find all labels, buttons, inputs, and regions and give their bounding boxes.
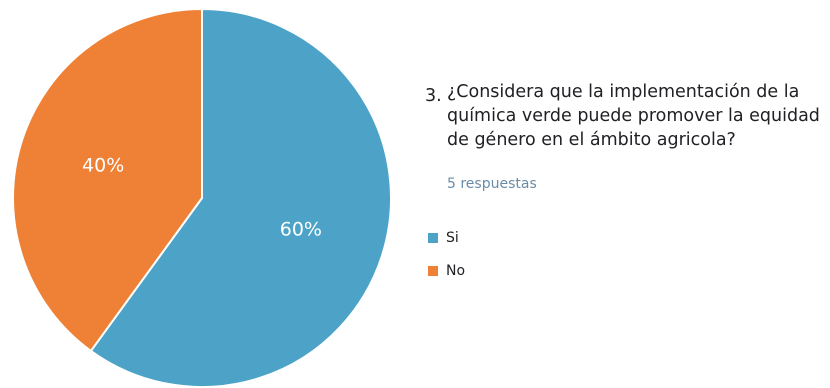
pie-label-no: 40% [82, 154, 124, 176]
pie-slice-no[interactable] [12, 7, 203, 353]
question-title: ¿Considera que la implementación de la q… [447, 82, 820, 150]
legend-item-no[interactable]: No [428, 263, 465, 279]
pie-slice-si[interactable] [89, 7, 392, 388]
legend-label-si: Si [446, 230, 459, 246]
response-count: 5 respuestas [447, 176, 537, 192]
legend-swatch-si [428, 233, 438, 243]
legend-label-no: No [446, 263, 466, 279]
chart-legend: Si No [428, 230, 465, 296]
legend-item-si[interactable]: Si [428, 230, 465, 246]
legend-swatch-no [428, 266, 438, 276]
pie-label-si: 60% [280, 219, 322, 241]
question-number: 3. [425, 86, 442, 106]
pie-chart: 60% 40% [12, 7, 392, 388]
